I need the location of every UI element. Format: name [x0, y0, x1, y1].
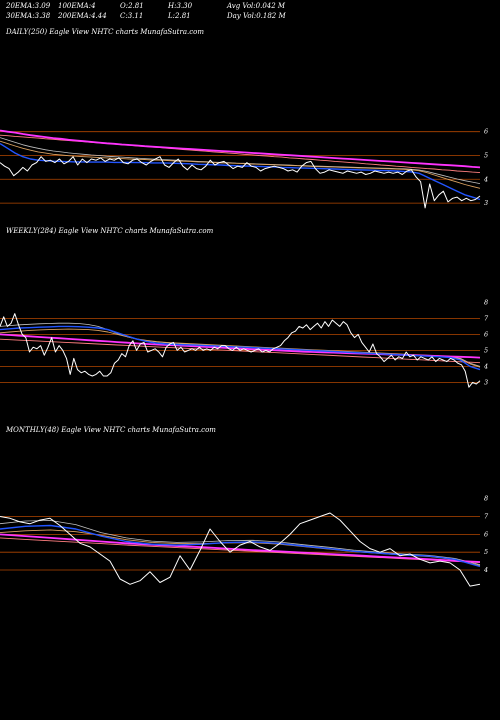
stat-100ema: 100EMA:4 [58, 2, 96, 10]
weekly-series-ema-short [0, 325, 481, 371]
stat-day-vol: Day Vol:0.182 M [227, 12, 286, 20]
monthly-series-price [0, 512, 481, 587]
stat-avg-vol: Avg Vol:0.042 M [227, 2, 286, 10]
monthly-y-tick-label: 7 [484, 513, 489, 521]
daily-y-tick-label: 3 [484, 199, 488, 207]
weekly-chart-title: WEEKLY(284) Eagle View NHTC charts Munaf… [6, 227, 214, 235]
daily-series-price [0, 156, 481, 209]
weekly-series-price [0, 313, 481, 388]
stat-low: L:2.81 [168, 12, 191, 20]
weekly-y-tick-label: 5 [484, 346, 488, 354]
weekly-series-ema-c [0, 322, 481, 367]
stat-close: C:3.11 [120, 12, 144, 20]
daily-y-tick-label: 4 [483, 175, 488, 183]
daily-series-ema-b [0, 140, 481, 189]
monthly-series-ema-c [0, 520, 481, 566]
weekly-y-tick-label: 4 [483, 362, 488, 370]
monthly-y-tick-label: 8 [484, 495, 488, 503]
daily-series-ema-mid [0, 129, 481, 169]
stat-30ema: 30EMA:3.38 [6, 12, 51, 20]
monthly-y-tick-label: 6 [484, 530, 488, 538]
weekly-y-tick-label: 7 [484, 314, 489, 322]
weekly-series-ema-a [0, 338, 481, 364]
weekly-y-tick-label: 6 [484, 330, 488, 338]
daily-series-ema-c [0, 137, 481, 184]
monthly-series-ema-mid [0, 533, 481, 563]
weekly-y-tick-label: 3 [484, 378, 488, 386]
daily-chart-title: DAILY(250) Eagle View NHTC charts Munafa… [6, 28, 205, 36]
monthly-series-ema-b [0, 529, 481, 567]
monthly-chart: 4 5 6 7 8 [0, 495, 489, 587]
stat-open: O:2.81 [120, 2, 144, 10]
weekly-y-tick-label: 8 [484, 298, 488, 306]
stat-high: H:3.30 [168, 2, 193, 10]
monthly-chart-title: MONTHLY(48) Eagle View NHTC charts Munaf… [6, 426, 216, 434]
stat-200ema: 200EMA:4.44 [58, 12, 107, 20]
weekly-chart: 3 4 5 6 7 8 [0, 298, 489, 388]
monthly-y-tick-label: 4 [483, 566, 488, 574]
stat-20ema: 20EMA:3.09 [6, 2, 51, 10]
monthly-series-ema-short [0, 524, 481, 568]
monthly-y-tick-label: 5 [484, 548, 488, 556]
daily-chart: 3 4 5 6 [0, 128, 488, 209]
daily-y-tick-label: 5 [484, 151, 488, 159]
daily-y-tick-label: 6 [484, 128, 488, 136]
